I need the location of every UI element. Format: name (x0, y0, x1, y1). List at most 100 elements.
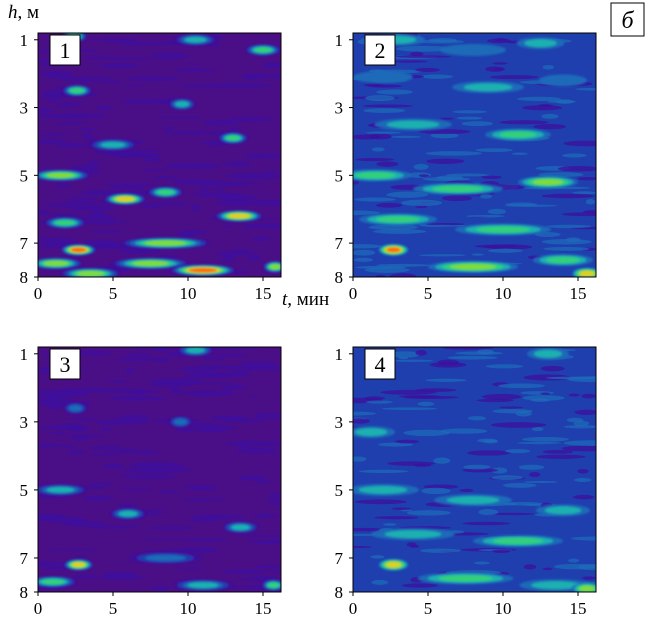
panel-label: 1 (60, 38, 71, 63)
heatmap-contour (41, 579, 65, 585)
heatmap-streak (491, 475, 523, 481)
heatmap-panel-3: 0 5 10 15 1 3 5 7 8 3 (20, 345, 282, 618)
heatmap-contour (69, 87, 85, 94)
heatmap-field (38, 33, 281, 277)
heatmap-streak (533, 123, 567, 130)
heatmap-streak (577, 469, 589, 474)
heatmap-blob (63, 402, 88, 415)
heatmap-contour (254, 47, 272, 53)
heatmap-streak (182, 374, 235, 379)
heatmap-streak (224, 368, 260, 371)
x-axis-unit: , мин (287, 289, 329, 310)
heatmap-streak (117, 41, 173, 46)
heatmap-streak (467, 416, 487, 421)
heatmap-contour (524, 39, 557, 48)
heatmap-contour (386, 247, 401, 253)
heatmap-streak (492, 409, 533, 414)
heatmap-streak (353, 257, 373, 262)
heatmap-blob (452, 81, 524, 94)
heatmap-streak (176, 428, 198, 433)
heatmap-streak (65, 434, 103, 438)
heatmap-streak (108, 396, 165, 401)
heatmap-streak (39, 134, 68, 137)
heatmap-streak (101, 426, 112, 431)
heatmap-streak (46, 404, 63, 410)
heatmap-contour (188, 267, 218, 273)
heatmap-streak (68, 449, 86, 455)
heatmap-contour (46, 172, 75, 178)
heatmap-streak (518, 464, 545, 470)
heatmap-streak (254, 479, 271, 484)
panel-frame (352, 346, 597, 593)
heatmap-streak (459, 488, 474, 493)
heatmap-streak (566, 417, 584, 423)
heatmap-contour (544, 506, 582, 515)
heatmap-streak (105, 153, 162, 157)
heatmap-streak (406, 510, 451, 516)
heatmap-streak (214, 353, 248, 358)
heatmap-streak (50, 213, 85, 217)
heatmap-streak (476, 398, 514, 403)
heatmap-streak (150, 52, 191, 59)
heatmap-blob (177, 347, 214, 357)
heatmap-streak (376, 161, 399, 167)
heatmap-streak (466, 214, 505, 218)
heatmap-streak (480, 194, 493, 199)
heatmap-streak (441, 347, 495, 350)
heatmap-blob (572, 267, 596, 277)
heatmap-streak (473, 561, 490, 565)
heatmap-streak (122, 487, 152, 491)
heatmap-streak (474, 244, 517, 248)
heatmap-streak (98, 574, 144, 580)
heatmap-streak (471, 253, 484, 256)
figure-label: б (610, 2, 645, 37)
heatmap-contour (532, 179, 564, 185)
heatmap-blob (44, 216, 86, 229)
heatmap-contour (354, 428, 388, 436)
heatmap-streak (373, 229, 427, 234)
heatmap-blob (168, 98, 196, 111)
heatmap-contour (492, 537, 544, 545)
heatmap-streak (540, 392, 551, 395)
heatmap-contour (440, 43, 506, 56)
heatmap-streak (447, 355, 498, 360)
heatmap-streak (241, 534, 281, 538)
heatmap-blob (60, 243, 97, 256)
y-tick-label: 5 (335, 166, 344, 185)
heatmap-streak (561, 445, 596, 452)
y-tick-label: 7 (20, 549, 29, 568)
heatmap-streak (62, 445, 75, 448)
panel-label-box (49, 34, 81, 66)
heatmap-streak (164, 130, 218, 135)
heatmap-contour (269, 264, 281, 270)
heatmap-blob (89, 138, 137, 151)
heatmap-streak (217, 251, 244, 256)
heatmap-streak (420, 74, 454, 79)
heatmap-streak (568, 558, 580, 563)
heatmap-streak (395, 55, 451, 58)
heatmap-streak (389, 273, 417, 277)
heatmap-streak (252, 413, 281, 419)
heatmap-streak (353, 546, 372, 549)
heatmap-streak (88, 525, 141, 529)
heatmap-streak (267, 493, 281, 500)
heatmap-streak (139, 205, 163, 209)
heatmap-blob (378, 558, 409, 571)
heatmap-contour (54, 220, 76, 226)
heatmap-contour (145, 554, 186, 562)
heatmap-streak (363, 108, 406, 113)
y-tick-label: 8 (335, 268, 344, 287)
heatmap-streak (523, 564, 537, 570)
heatmap-streak (44, 72, 74, 79)
heatmap-blob (353, 71, 413, 84)
heatmap-streak (38, 71, 72, 74)
heatmap-streak (528, 472, 541, 478)
heatmap-contour (184, 36, 207, 43)
heatmap-streak (425, 378, 467, 382)
heatmap-streak (180, 537, 228, 542)
heatmap-streak (522, 105, 563, 111)
heatmap-blob (222, 521, 259, 534)
heatmap-blob (38, 483, 88, 496)
heatmap-streak (392, 359, 434, 362)
